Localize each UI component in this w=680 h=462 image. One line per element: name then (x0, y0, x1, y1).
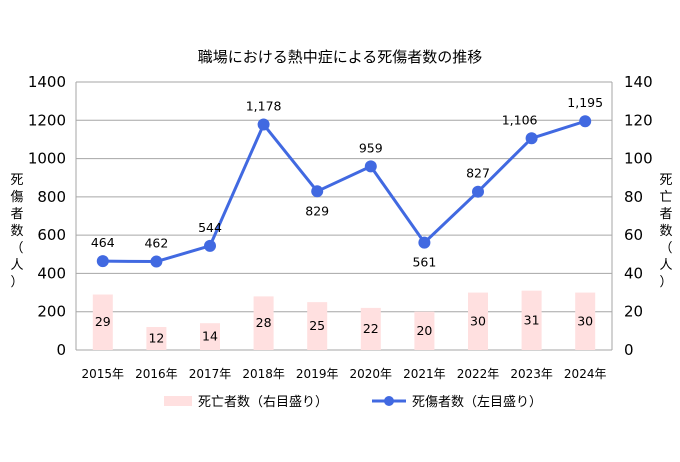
line-value-label: 462 (144, 236, 168, 251)
right-tick-label: 100 (624, 150, 653, 168)
right-tick-label: 120 (624, 111, 653, 129)
line-point (472, 185, 484, 198)
bar (521, 290, 542, 350)
bar (575, 292, 596, 350)
line-value-label: 544 (198, 220, 222, 235)
right-tick-label: 60 (624, 226, 643, 244)
legend-label-line: 死傷者数（左目盛り） (412, 395, 542, 410)
left-tick-label: 400 (37, 264, 66, 282)
bar (360, 307, 381, 350)
bar-value-label: 30 (577, 313, 593, 328)
line-value-label: 827 (466, 166, 490, 181)
bar (414, 311, 435, 350)
left-axis-ticks: 0 200 400 600 800 1000 1200 1400 (28, 73, 66, 359)
line-value-label: 829 (305, 203, 329, 218)
bar (468, 292, 488, 350)
bar (146, 327, 167, 350)
line-value-label: 959 (359, 140, 383, 155)
chart-title: 職場における熱中症による死傷者数の推移 (198, 48, 483, 66)
legend: 死亡者数（右目盛り） 死傷者数（左目盛り） (164, 395, 542, 410)
line-value-label: 1,178 (246, 98, 282, 113)
bar-value-label: 22 (363, 321, 379, 336)
line-point (311, 185, 324, 198)
left-tick-label: 1000 (28, 150, 66, 168)
bar-value-label: 31 (524, 312, 540, 327)
x-tick-label: 2015年 (82, 367, 125, 381)
line-point (257, 118, 270, 131)
x-tick-label: 2019年 (296, 367, 339, 381)
right-axis-label: 死亡者数（人） (659, 173, 672, 290)
bar (92, 294, 113, 350)
line-point (96, 255, 109, 268)
x-tick-label: 2016年 (135, 367, 178, 381)
line-path (102, 119, 586, 264)
line-point (579, 115, 592, 128)
ylabel-left-text: 死傷者数（人） (10, 173, 23, 290)
bar-data-labels: 29 12 14 28 25 22 20 30 31 30 (95, 312, 593, 345)
left-axis-label: 死傷者数（人） (10, 173, 23, 290)
bar (307, 302, 328, 350)
line-point (364, 160, 377, 173)
legend-swatch-bar (164, 396, 192, 406)
line-point (525, 132, 538, 145)
gridlines (75, 81, 613, 351)
line-data-labels: 464 462 544 1,178 829 959 561 827 1,106 1,195 (91, 95, 603, 269)
right-tick-label: 0 (624, 341, 634, 359)
left-tick-label: 600 (37, 226, 66, 244)
right-tick-label: 80 (624, 188, 643, 206)
legend-marker-line (384, 396, 394, 406)
right-tick-label: 20 (624, 303, 643, 321)
right-tick-label: 140 (624, 73, 653, 91)
bar-value-label: 20 (416, 323, 432, 338)
bar-value-label: 12 (148, 331, 164, 346)
line-point (418, 236, 431, 249)
x-tick-label: 2021年 (403, 367, 446, 381)
line-value-label: 1,195 (567, 95, 603, 110)
x-tick-label: 2017年 (189, 367, 232, 381)
right-tick-label: 40 (624, 264, 643, 282)
x-tick-label: 2022年 (457, 367, 500, 381)
left-tick-label: 1200 (28, 111, 66, 129)
left-tick-label: 200 (37, 303, 66, 321)
line-series (96, 115, 592, 268)
line-point (150, 255, 163, 268)
x-tick-label: 2024年 (564, 367, 607, 381)
bar-value-label: 14 (202, 329, 218, 344)
bar (200, 323, 220, 350)
line-point (204, 239, 216, 252)
left-tick-label: 0 (56, 341, 66, 359)
bar-value-label: 30 (470, 313, 486, 328)
x-tick-label: 2023年 (510, 367, 553, 381)
line-value-label: 561 (412, 255, 436, 270)
left-tick-label: 1400 (28, 73, 66, 91)
bar-value-label: 28 (256, 315, 272, 330)
x-tick-label: 2018年 (242, 367, 285, 381)
right-axis-ticks: 0 20 40 60 80 100 120 140 (624, 73, 653, 359)
left-tick-label: 800 (37, 188, 66, 206)
bar-value-label: 29 (95, 314, 111, 329)
line-value-label: 1,106 (502, 112, 538, 127)
bar-value-label: 25 (309, 318, 325, 333)
bar (253, 296, 274, 350)
line-value-label: 464 (91, 235, 115, 250)
x-axis-ticks: 2015年 2016年 2017年 2018年 2019年 2020年 2021年 2022年… (82, 367, 607, 381)
ylabel-right-text: 死亡者数（人） (659, 173, 672, 290)
legend-label-bar: 死亡者数（右目盛り） (198, 395, 328, 410)
x-tick-label: 2020年 (350, 367, 393, 381)
bar-series (92, 290, 596, 350)
